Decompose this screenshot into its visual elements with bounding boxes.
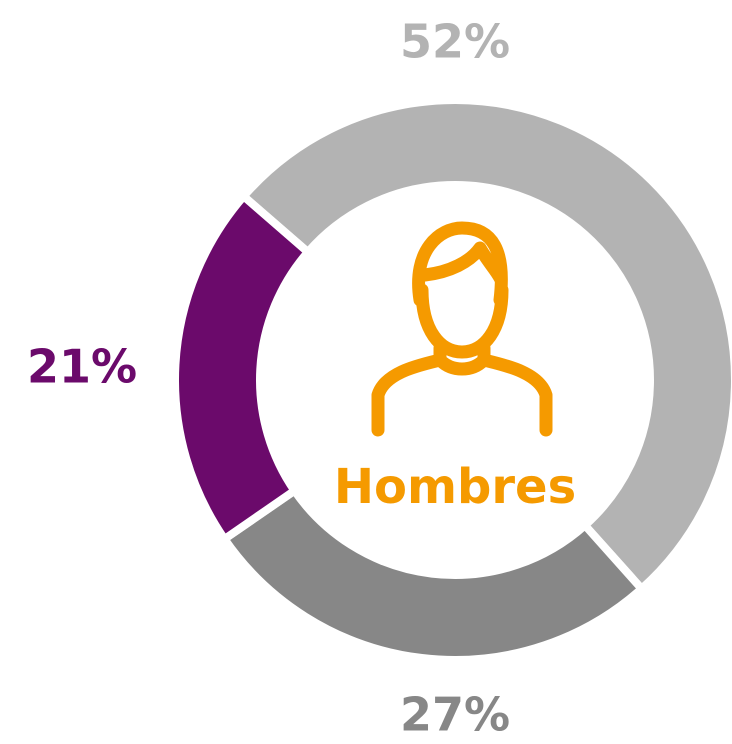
- donut-segment: [171, 190, 314, 545]
- person-icon: [371, 221, 553, 437]
- value-label: 21%: [27, 340, 137, 394]
- value-label: 52%: [400, 15, 510, 69]
- center-label: Hombres: [334, 459, 576, 515]
- donut-segment: [238, 96, 732, 595]
- donut-segment: [218, 485, 648, 664]
- value-label: 27%: [400, 688, 510, 742]
